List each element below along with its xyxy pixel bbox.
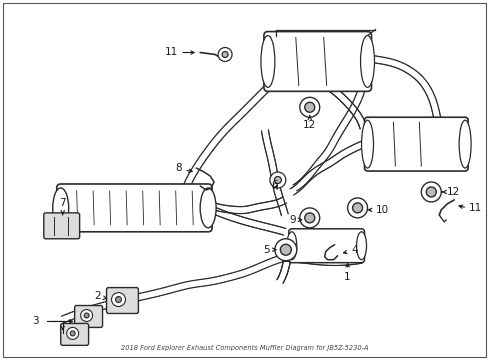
Circle shape [218, 48, 232, 62]
Circle shape [304, 102, 314, 112]
Circle shape [84, 313, 89, 318]
Ellipse shape [53, 188, 68, 228]
Text: 4: 4 [351, 245, 358, 255]
Text: 9: 9 [288, 215, 295, 225]
Text: 8: 8 [175, 163, 182, 173]
FancyBboxPatch shape [288, 229, 364, 263]
FancyBboxPatch shape [75, 306, 102, 328]
Circle shape [421, 182, 440, 202]
Circle shape [222, 51, 227, 58]
Text: 2018 Ford Explorer Exhaust Components Muffler Diagram for JB5Z-5230-A: 2018 Ford Explorer Exhaust Components Mu… [121, 345, 367, 351]
Text: 5: 5 [263, 245, 269, 255]
Circle shape [347, 198, 367, 218]
Circle shape [111, 293, 125, 306]
Circle shape [426, 187, 435, 197]
FancyBboxPatch shape [61, 323, 88, 345]
Circle shape [66, 328, 79, 339]
Circle shape [81, 310, 92, 321]
Circle shape [352, 203, 362, 213]
Circle shape [304, 213, 314, 223]
Text: 1: 1 [344, 272, 350, 282]
Ellipse shape [286, 232, 296, 260]
FancyBboxPatch shape [264, 32, 371, 91]
Circle shape [274, 239, 296, 261]
Text: 11: 11 [468, 203, 481, 213]
Text: 6: 6 [271, 180, 278, 190]
Circle shape [274, 176, 281, 184]
Ellipse shape [200, 188, 216, 228]
Text: 10: 10 [375, 205, 388, 215]
Circle shape [299, 208, 319, 228]
FancyBboxPatch shape [106, 288, 138, 314]
FancyBboxPatch shape [44, 213, 80, 239]
Circle shape [115, 297, 121, 302]
FancyBboxPatch shape [364, 117, 467, 171]
Circle shape [280, 244, 291, 255]
Ellipse shape [261, 36, 274, 87]
Text: 12: 12 [303, 120, 316, 130]
Circle shape [70, 331, 75, 336]
Text: 3: 3 [32, 316, 39, 327]
Circle shape [299, 97, 319, 117]
Ellipse shape [458, 120, 470, 168]
FancyBboxPatch shape [57, 184, 212, 232]
Ellipse shape [356, 232, 366, 260]
Circle shape [269, 172, 285, 188]
Text: 11: 11 [164, 48, 178, 58]
Ellipse shape [360, 36, 374, 87]
Text: 7: 7 [59, 198, 66, 208]
Ellipse shape [361, 120, 373, 168]
Text: 2: 2 [94, 291, 101, 301]
Text: 12: 12 [447, 187, 460, 197]
